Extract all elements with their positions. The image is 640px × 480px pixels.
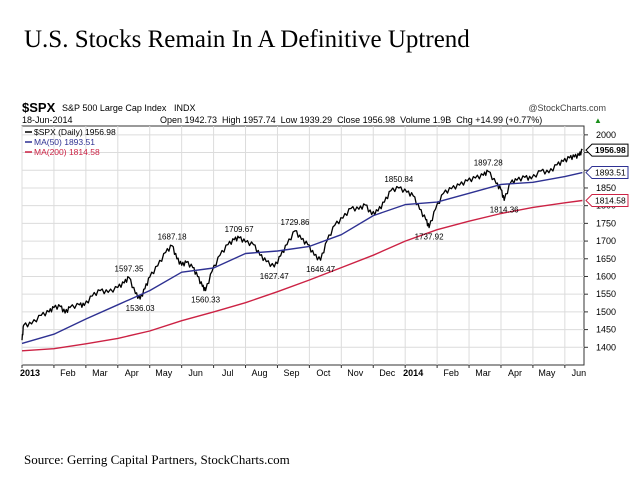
price-tag-box (585, 166, 629, 180)
point-annotation: 1814.36 (490, 205, 519, 214)
y-tick-label: 1600 (596, 271, 616, 281)
point-annotation: 1646.47 (306, 265, 335, 274)
series-layer (21, 148, 583, 352)
x-tick-label: May (155, 368, 173, 378)
x-tick-label: Jul (222, 368, 234, 378)
series-line-ma50 (21, 171, 583, 345)
y-tick-label: 1400 (596, 342, 616, 352)
x-tick-label: 2013 (20, 368, 40, 378)
price-tag-box (585, 194, 629, 208)
x-tick-label: Mar (92, 368, 108, 378)
point-annotation: 1536.03 (126, 304, 155, 313)
x-tick-label: Feb (443, 368, 459, 378)
x-tick-label: 2014 (403, 368, 423, 378)
point-annotation: 1627.47 (260, 272, 289, 281)
point-annotation: 1897.28 (474, 158, 503, 167)
x-tick-label: Sep (283, 368, 299, 378)
price-tag-label: 1814.58 (595, 196, 626, 206)
y-tick-label: 1650 (596, 254, 616, 264)
y-tick-label: 1700 (596, 236, 616, 246)
chart-date: 18-Jun-2014 (22, 115, 73, 125)
y-tick-label: 1550 (596, 289, 616, 299)
y-tick-label: 1450 (596, 325, 616, 335)
chart-up-arrow-icon: ▲ (594, 116, 602, 125)
price-tag-box (585, 143, 629, 157)
point-annotation: 1737.92 (415, 233, 444, 242)
legend-entry: $SPX (Daily) 1956.98 (34, 127, 116, 137)
grid-layer (21, 126, 584, 365)
x-tick-label: Feb (60, 368, 76, 378)
x-axis: 2013 Feb Mar Apr May Jun Jul Aug Sep Oct Nov Dec 201… (20, 365, 586, 378)
y-tick-label: 2000 (596, 130, 616, 140)
slide-title: U.S. Stocks Remain In A Definitive Uptre… (24, 26, 470, 53)
x-tick-label: Apr (508, 368, 522, 378)
annotation-layer: 1597.35 1536.03 1687.18 1560.33 1709.67 1627.… (115, 158, 520, 313)
series-line-spx (21, 148, 583, 341)
x-tick-label: Jun (572, 368, 587, 378)
chart-exchange: INDX (174, 103, 196, 113)
legend-entry: MA(50) 1893.51 (34, 137, 95, 147)
point-annotation: 1597.35 (115, 265, 144, 274)
price-tag-label: 1956.98 (595, 145, 626, 155)
point-annotation: 1850.84 (384, 175, 413, 184)
y-axis: 1400145015001550160016501700175018001850… (584, 130, 629, 352)
point-annotation: 1687.18 (158, 233, 187, 242)
plot-area (21, 125, 585, 366)
source-note: Source: Gerring Capital Partners, StockC… (24, 452, 290, 467)
x-tick-label: Oct (316, 368, 331, 378)
point-annotation: 1560.33 (191, 296, 220, 305)
chart-watermark: @StockCharts.com (528, 103, 606, 113)
x-tick-label: Nov (347, 368, 364, 378)
price-tag-label: 1893.51 (595, 168, 626, 178)
x-tick-label: Apr (125, 368, 139, 378)
chart-index-name: S&P 500 Large Cap Index (62, 103, 167, 113)
point-annotation: 1709.67 (225, 225, 254, 234)
chart-ohlc: Open 1942.73 High 1957.74 Low 1939.29 Cl… (160, 115, 542, 125)
y-tick-label: 1500 (596, 307, 616, 317)
chart-symbol: $SPX (22, 100, 56, 115)
y-tick-label: 1850 (596, 183, 616, 193)
legend-entry: MA(200) 1814.58 (34, 147, 100, 157)
x-tick-label: May (538, 368, 556, 378)
x-tick-label: Mar (475, 368, 491, 378)
x-tick-label: Aug (252, 368, 268, 378)
point-annotation: 1729.86 (281, 218, 310, 227)
series-line-ma200 (21, 199, 583, 352)
x-tick-label: Dec (379, 368, 396, 378)
y-tick-label: 1750 (596, 218, 616, 228)
x-tick-label: Jun (188, 368, 203, 378)
